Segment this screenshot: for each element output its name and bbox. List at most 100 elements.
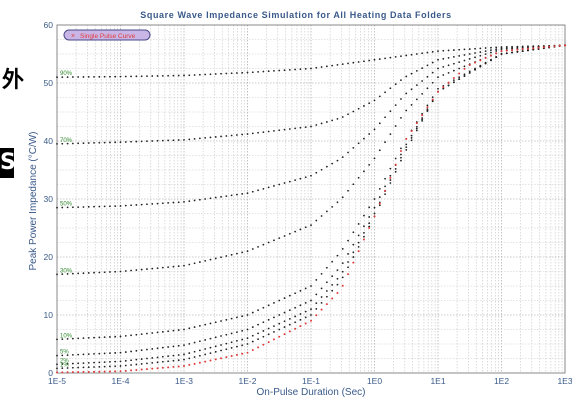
series-point <box>384 91 386 94</box>
series-point <box>505 48 508 50</box>
series-point <box>251 132 254 135</box>
series-point <box>251 340 254 343</box>
series-point <box>352 61 355 64</box>
series-point <box>373 157 376 160</box>
series-point <box>140 363 143 365</box>
single-pulse-point <box>267 341 270 344</box>
series-point <box>368 102 371 105</box>
series-point <box>220 344 222 346</box>
series-point <box>267 304 270 307</box>
series-point <box>220 256 222 259</box>
series-point <box>304 310 307 313</box>
series-point <box>82 206 85 208</box>
series-point <box>225 318 228 321</box>
series-point <box>183 358 185 361</box>
series-point <box>288 294 291 297</box>
curve-label: 10% <box>60 333 73 339</box>
series-point <box>304 287 307 290</box>
series-point <box>251 248 254 250</box>
single-pulse-point <box>304 322 307 325</box>
series-point <box>56 143 58 145</box>
series-point <box>357 234 360 237</box>
series-point <box>294 68 297 71</box>
single-pulse-point <box>135 368 138 371</box>
series-point <box>241 193 244 195</box>
series-point <box>109 352 111 355</box>
series-point <box>384 141 386 144</box>
series-point <box>124 364 127 367</box>
series-point <box>458 78 461 81</box>
single-pulse-point <box>521 48 524 51</box>
series-point <box>511 51 513 54</box>
series-point <box>421 117 424 119</box>
single-pulse-point <box>310 319 312 322</box>
series-point <box>495 48 498 51</box>
series-point <box>146 140 148 143</box>
series-point <box>310 174 312 177</box>
series-point <box>209 73 212 76</box>
series-point <box>267 333 270 336</box>
series-point <box>410 53 413 56</box>
series-point <box>198 340 201 343</box>
series-point <box>71 362 74 365</box>
series-point <box>151 361 154 364</box>
series-point <box>119 365 122 367</box>
series-point <box>405 75 408 78</box>
single-pulse-point <box>415 122 418 125</box>
series-point <box>479 65 482 68</box>
series-point <box>177 359 180 362</box>
series-point <box>71 272 74 275</box>
series-point <box>304 226 307 229</box>
series-point <box>262 330 265 332</box>
series-point <box>114 360 117 363</box>
series-point <box>82 142 85 145</box>
series-point <box>177 344 180 347</box>
series-point <box>267 70 270 73</box>
series-point <box>230 134 233 137</box>
series-point <box>394 56 397 58</box>
series-point <box>230 347 233 349</box>
series-point <box>304 126 307 129</box>
series-point <box>146 75 148 78</box>
series-point <box>474 47 476 50</box>
single-pulse-point <box>114 370 117 373</box>
single-pulse-point <box>452 77 455 80</box>
series-point <box>198 137 201 140</box>
series-point <box>172 329 175 332</box>
series-point <box>426 64 429 67</box>
series-point <box>283 69 286 72</box>
series-point <box>135 363 138 366</box>
series-point <box>177 329 180 331</box>
series-point <box>77 337 80 340</box>
series-point <box>315 171 318 174</box>
series-point <box>130 204 132 207</box>
single-pulse-point <box>352 261 355 264</box>
series-point <box>87 353 90 356</box>
series-point <box>77 366 80 369</box>
curve-label: 70% <box>60 138 73 144</box>
series-point <box>347 266 349 269</box>
series-point <box>521 50 524 52</box>
series-point <box>198 349 201 352</box>
series-point <box>347 261 349 263</box>
single-pulse-point <box>410 129 413 132</box>
series-point <box>405 54 408 57</box>
series-point <box>368 222 371 225</box>
series-point <box>283 326 286 328</box>
single-pulse-point <box>341 284 344 287</box>
series-point <box>109 205 111 208</box>
series-point <box>500 48 503 51</box>
series-point <box>130 269 132 272</box>
series-point <box>172 359 175 362</box>
series-point <box>230 317 233 320</box>
series-point <box>193 262 196 265</box>
series-point <box>310 299 312 302</box>
single-pulse-point <box>368 226 371 229</box>
series-point <box>246 337 249 340</box>
series-point <box>241 71 244 74</box>
series-point <box>193 356 196 358</box>
plot-frame <box>56 24 566 374</box>
series-point <box>209 352 212 355</box>
series-point <box>241 251 244 254</box>
series-point <box>188 200 191 203</box>
